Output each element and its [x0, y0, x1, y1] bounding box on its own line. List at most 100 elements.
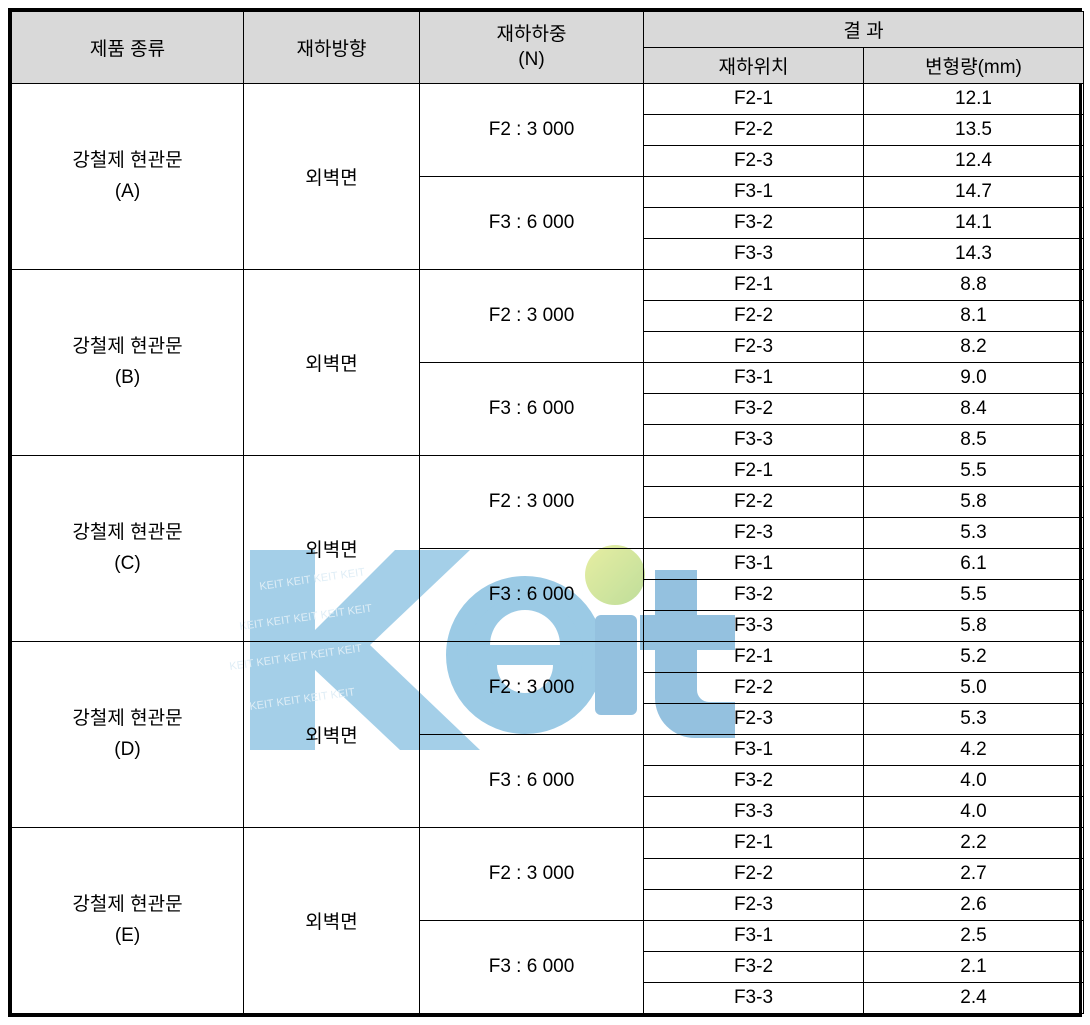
product-name-line1: 강철제 현관문 — [72, 522, 182, 543]
table-row: 강철제 현관문(C)외벽면F2 : 3 000F2-15.5 — [12, 456, 1084, 487]
deformation-cell: 5.3 — [864, 518, 1084, 549]
deformation-cell: 13.5 — [864, 115, 1084, 146]
load-cell: F2 : 3 000 — [420, 270, 644, 363]
product-name-line1: 강철제 현관문 — [72, 894, 182, 915]
header-direction: 재하방향 — [244, 12, 420, 84]
deformation-cell: 14.3 — [864, 239, 1084, 270]
position-cell: F3-2 — [644, 766, 864, 797]
product-cell: 강철제 현관문 (B) — [12, 270, 244, 456]
position-cell: F3-3 — [644, 797, 864, 828]
product-cell: 강철제 현관문 (D) — [12, 642, 244, 828]
deformation-cell: 12.1 — [864, 84, 1084, 115]
product-name-line1: 강철제 현관문 — [72, 336, 182, 357]
table-row: 강철제 현관문(D)외벽면F2 : 3 000F2-15.2 — [12, 642, 1084, 673]
header-product: 제품 종류 — [12, 12, 244, 84]
position-cell: F2-1 — [644, 456, 864, 487]
position-cell: F2-3 — [644, 704, 864, 735]
position-cell: F2-2 — [644, 487, 864, 518]
table-row: 강철제 현관문(B)외벽면F2 : 3 000F2-18.8 — [12, 270, 1084, 301]
position-cell: F3-1 — [644, 177, 864, 208]
position-cell: F2-2 — [644, 673, 864, 704]
direction-cell: 외벽면 — [244, 642, 420, 828]
header-load-line2: (N) — [518, 49, 544, 70]
position-cell: F2-2 — [644, 301, 864, 332]
deformation-cell: 8.1 — [864, 301, 1084, 332]
deformation-cell: 4.2 — [864, 735, 1084, 766]
deformation-cell: 5.2 — [864, 642, 1084, 673]
deformation-cell: 9.0 — [864, 363, 1084, 394]
position-cell: F2-1 — [644, 84, 864, 115]
deformation-cell: 5.5 — [864, 456, 1084, 487]
product-name-line2: (D) — [114, 739, 140, 760]
position-cell: F3-3 — [644, 425, 864, 456]
load-cell: F3 : 6 000 — [420, 735, 644, 828]
position-cell: F2-1 — [644, 642, 864, 673]
load-cell: F2 : 3 000 — [420, 642, 644, 735]
deformation-cell: 2.1 — [864, 952, 1084, 983]
deformation-cell: 6.1 — [864, 549, 1084, 580]
header-deformation: 변형량(mm) — [864, 48, 1084, 84]
load-cell: F3 : 6 000 — [420, 549, 644, 642]
header-load-line1: 재하하중 — [497, 24, 567, 45]
deformation-cell: 12.4 — [864, 146, 1084, 177]
position-cell: F2-1 — [644, 270, 864, 301]
header-position: 재하위치 — [644, 48, 864, 84]
deformation-cell: 8.8 — [864, 270, 1084, 301]
position-cell: F3-3 — [644, 611, 864, 642]
deformation-cell: 2.5 — [864, 921, 1084, 952]
deformation-cell: 2.6 — [864, 890, 1084, 921]
table-row: 강철제 현관문(A)외벽면F2 : 3 000F2-112.1 — [12, 84, 1084, 115]
position-cell: F2-2 — [644, 859, 864, 890]
load-cell: F3 : 6 000 — [420, 921, 644, 1014]
deformation-cell: 5.0 — [864, 673, 1084, 704]
product-name-line1: 강철제 현관문 — [72, 708, 182, 729]
product-cell: 강철제 현관문 (C) — [12, 456, 244, 642]
deformation-cell: 5.5 — [864, 580, 1084, 611]
data-table-wrapper: 제품 종류 재하방향 재하하중 (N) 결 과 재하위치 변형량(mm) 강철제… — [8, 8, 1082, 1017]
product-cell: 강철제 현관문 (E) — [12, 828, 244, 1014]
load-cell: F2 : 3 000 — [420, 456, 644, 549]
position-cell: F3-1 — [644, 735, 864, 766]
load-cell: F2 : 3 000 — [420, 84, 644, 177]
table-header-row-1: 제품 종류 재하방향 재하하중 (N) 결 과 — [12, 12, 1084, 48]
load-cell: F3 : 6 000 — [420, 363, 644, 456]
product-cell: 강철제 현관문(A) — [12, 84, 244, 270]
position-cell: F3-3 — [644, 239, 864, 270]
position-cell: F3-2 — [644, 394, 864, 425]
position-cell: F3-1 — [644, 549, 864, 580]
direction-cell: 외벽면 — [244, 828, 420, 1014]
direction-cell: 외벽면 — [244, 84, 420, 270]
direction-cell: 외벽면 — [244, 456, 420, 642]
load-cell: F3 : 6 000 — [420, 177, 644, 270]
product-name-line2: (B) — [115, 367, 140, 388]
position-cell: F3-1 — [644, 363, 864, 394]
position-cell: F3-1 — [644, 921, 864, 952]
deformation-cell: 14.1 — [864, 208, 1084, 239]
position-cell: F2-3 — [644, 890, 864, 921]
deformation-cell: 2.4 — [864, 983, 1084, 1014]
deformation-cell: 2.2 — [864, 828, 1084, 859]
product-name-line2: (E) — [115, 925, 140, 946]
position-cell: F3-3 — [644, 983, 864, 1014]
header-result: 결 과 — [644, 12, 1084, 48]
deformation-cell: 5.8 — [864, 611, 1084, 642]
position-cell: F2-3 — [644, 518, 864, 549]
product-name-line1: 강철제 현관문 — [72, 150, 182, 171]
product-name-line2: (C) — [114, 553, 140, 574]
deformation-cell: 5.3 — [864, 704, 1084, 735]
direction-cell: 외벽면 — [244, 270, 420, 456]
position-cell: F3-2 — [644, 208, 864, 239]
position-cell: F2-1 — [644, 828, 864, 859]
deformation-cell: 8.2 — [864, 332, 1084, 363]
deformation-cell: 8.5 — [864, 425, 1084, 456]
deformation-cell: 8.4 — [864, 394, 1084, 425]
position-cell: F3-2 — [644, 580, 864, 611]
deformation-cell: 2.7 — [864, 859, 1084, 890]
deformation-cell: 5.8 — [864, 487, 1084, 518]
deformation-table: 제품 종류 재하방향 재하하중 (N) 결 과 재하위치 변형량(mm) 강철제… — [11, 11, 1084, 1014]
deformation-cell: 4.0 — [864, 766, 1084, 797]
deformation-cell: 4.0 — [864, 797, 1084, 828]
position-cell: F2-2 — [644, 115, 864, 146]
position-cell: F3-2 — [644, 952, 864, 983]
load-cell: F2 : 3 000 — [420, 828, 644, 921]
